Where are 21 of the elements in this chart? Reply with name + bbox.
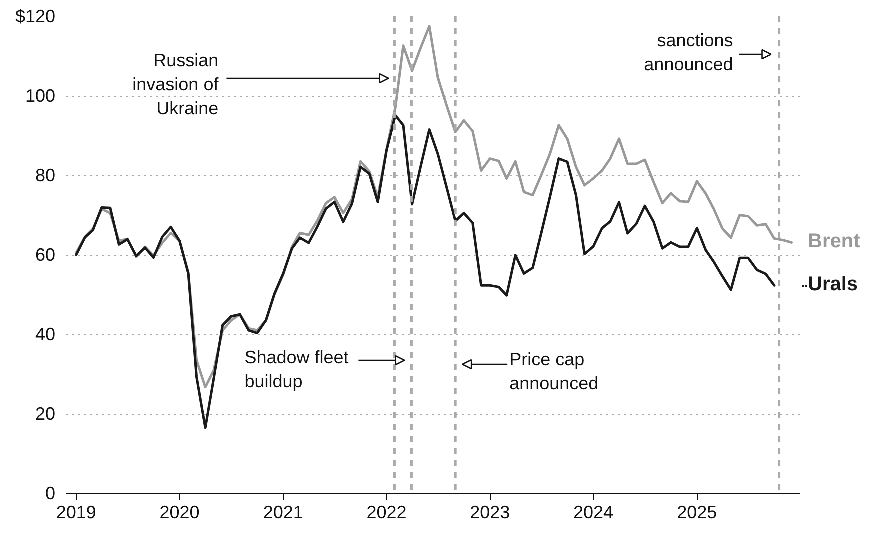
ref-line-label: Russian invasion of Ukraine bbox=[132, 50, 220, 118]
x-tick-label: 2025 bbox=[677, 502, 718, 522]
x-tick-label: 2020 bbox=[160, 502, 200, 522]
y-tick-label: 80 bbox=[35, 166, 56, 186]
y-tick-label: 0 bbox=[45, 484, 56, 504]
x-tick-label: 2019 bbox=[56, 502, 96, 522]
legend-label: Urals bbox=[808, 272, 858, 298]
series-label: Brent bbox=[808, 230, 860, 255]
y-tick-label: 100 bbox=[25, 86, 56, 106]
y-tick-label: 40 bbox=[35, 324, 56, 344]
x-tick-label: 2023 bbox=[470, 502, 510, 522]
x-tick-label: 2022 bbox=[366, 502, 407, 522]
ref-line-label: sanctions announced bbox=[644, 30, 734, 74]
ref-line-label: Price cap announced bbox=[510, 350, 599, 394]
x-tick-label: 2021 bbox=[263, 502, 304, 522]
y-tick-label: 20 bbox=[35, 404, 56, 424]
ref-line-label: Shadow fleet buildup bbox=[244, 348, 349, 392]
x-tick-label: 2024 bbox=[573, 502, 614, 522]
line-series bbox=[75, 114, 776, 430]
y-tick-label: $120 bbox=[15, 6, 56, 26]
y-tick-label: 60 bbox=[35, 245, 56, 265]
